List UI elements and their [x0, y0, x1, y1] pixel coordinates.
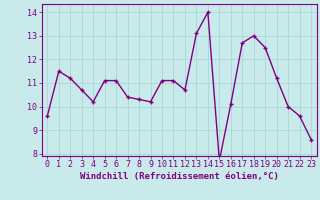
X-axis label: Windchill (Refroidissement éolien,°C): Windchill (Refroidissement éolien,°C)	[80, 172, 279, 181]
